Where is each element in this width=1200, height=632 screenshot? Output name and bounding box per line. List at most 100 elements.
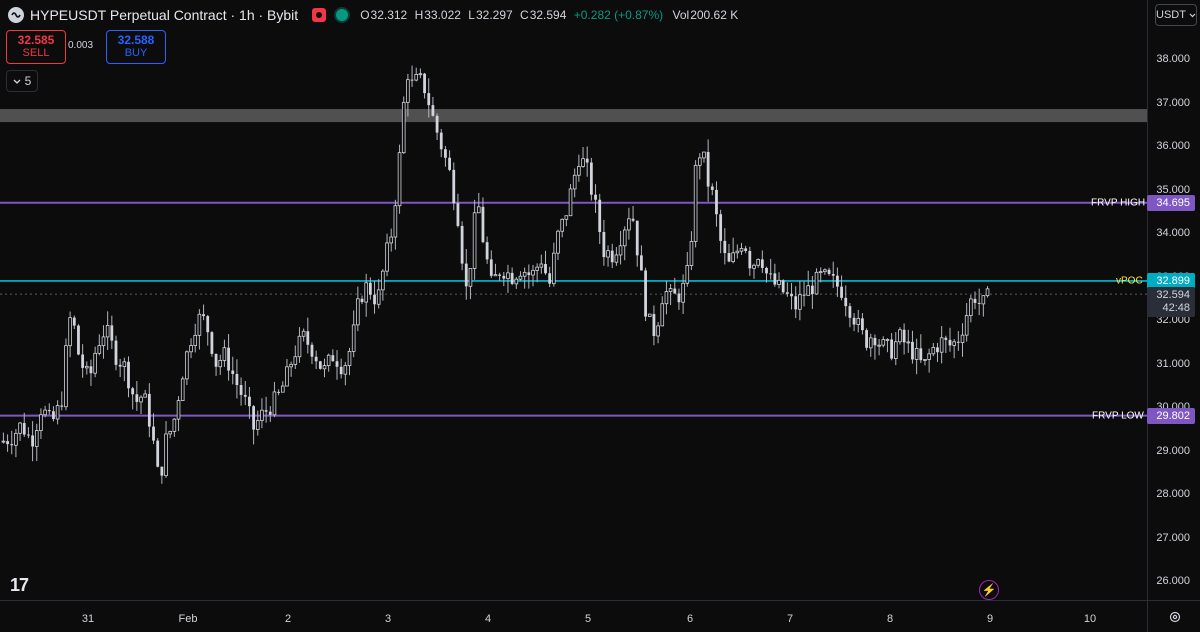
candle bbox=[939, 326, 944, 364]
chevron-down-icon bbox=[13, 74, 21, 88]
candle bbox=[27, 427, 30, 439]
candle bbox=[6, 434, 9, 452]
candle bbox=[114, 335, 118, 371]
candle bbox=[647, 313, 652, 317]
candle bbox=[235, 359, 239, 399]
candlestick-chart[interactable] bbox=[0, 0, 1147, 600]
candle bbox=[18, 421, 22, 441]
candle bbox=[176, 396, 181, 432]
candle bbox=[427, 78, 431, 118]
sell-button[interactable]: 32.585 SELL bbox=[6, 30, 66, 64]
candle bbox=[418, 68, 423, 79]
candle bbox=[827, 267, 831, 276]
candle bbox=[985, 286, 990, 298]
candle bbox=[644, 267, 647, 322]
currency-selector[interactable]: USDT bbox=[1155, 4, 1197, 26]
candle bbox=[52, 406, 55, 422]
frvp-high-label: FRVP HIGH bbox=[1091, 197, 1146, 209]
candle bbox=[715, 181, 718, 227]
price-tick: 29.000 bbox=[1156, 444, 1190, 457]
candle bbox=[231, 356, 235, 385]
candle bbox=[560, 218, 564, 238]
candle bbox=[531, 264, 535, 287]
candle bbox=[448, 150, 451, 172]
lightning-icon[interactable]: ⚡ bbox=[979, 580, 999, 600]
candle bbox=[397, 144, 402, 214]
candle bbox=[373, 280, 376, 314]
candle bbox=[306, 317, 310, 354]
candle bbox=[911, 330, 914, 364]
candle bbox=[164, 421, 168, 478]
candle bbox=[606, 245, 610, 267]
candle bbox=[702, 151, 706, 163]
chart-settings-button[interactable] bbox=[1147, 600, 1200, 632]
candle bbox=[589, 157, 593, 201]
candle bbox=[802, 281, 806, 307]
candle bbox=[180, 376, 185, 402]
candle bbox=[452, 162, 456, 211]
candle bbox=[510, 267, 514, 286]
tradingview-logo[interactable]: 17 bbox=[10, 575, 29, 595]
candle bbox=[301, 328, 306, 342]
candle bbox=[556, 229, 560, 261]
candle bbox=[818, 267, 823, 283]
candle bbox=[318, 360, 322, 370]
candle bbox=[893, 331, 898, 366]
time-tick: Feb bbox=[178, 613, 198, 625]
candle bbox=[572, 168, 577, 198]
candle bbox=[527, 264, 531, 289]
candle bbox=[277, 389, 281, 396]
candle bbox=[218, 354, 223, 375]
candle bbox=[944, 335, 948, 353]
candle bbox=[785, 282, 789, 297]
indicators-toggle-button[interactable]: 5 bbox=[6, 70, 38, 92]
candle bbox=[285, 358, 289, 387]
buy-button[interactable]: 32.588 BUY bbox=[106, 30, 166, 64]
chart-plot-area[interactable] bbox=[0, 0, 1147, 600]
resistance-zone[interactable] bbox=[0, 109, 1147, 123]
ohlc-readout: O32.312 H33.022 L32.297 C32.594 +0.282 (… bbox=[360, 8, 739, 22]
candle bbox=[627, 207, 631, 240]
candle bbox=[635, 220, 639, 267]
candle bbox=[981, 295, 986, 317]
buy-price: 32.588 bbox=[117, 33, 155, 47]
candle bbox=[460, 221, 464, 271]
candle bbox=[919, 334, 923, 363]
price-tick: 26.000 bbox=[1156, 575, 1190, 587]
candle bbox=[34, 423, 39, 462]
candle bbox=[456, 193, 460, 228]
candle bbox=[293, 345, 298, 370]
time-tick: 10 bbox=[1083, 613, 1097, 625]
candle bbox=[147, 383, 151, 438]
candle bbox=[752, 263, 756, 279]
candle bbox=[1, 432, 6, 444]
price-tick: 35.000 bbox=[1156, 183, 1190, 196]
symbol-title[interactable]: HYPEUSDT Perpetual Contract · 1h · Bybit bbox=[30, 7, 299, 23]
candle bbox=[610, 243, 614, 269]
candle bbox=[973, 291, 977, 310]
candle bbox=[923, 359, 927, 366]
candle bbox=[43, 405, 47, 418]
candle bbox=[55, 400, 60, 425]
candle bbox=[848, 303, 852, 328]
candle bbox=[773, 263, 777, 287]
gear-icon bbox=[1169, 611, 1180, 622]
candle bbox=[544, 250, 547, 275]
candle bbox=[131, 386, 135, 410]
candle bbox=[331, 349, 335, 362]
candle bbox=[60, 391, 64, 411]
candle bbox=[335, 350, 339, 380]
candle bbox=[823, 268, 827, 275]
candle bbox=[781, 279, 785, 295]
candle bbox=[931, 342, 936, 357]
bar-countdown: 42:48 bbox=[1162, 302, 1190, 315]
candle bbox=[393, 199, 398, 250]
candle bbox=[105, 311, 110, 351]
time-axis[interactable]: 31 Feb 2 3 4 5 6 7 8 9 10 bbox=[0, 600, 1147, 632]
candle bbox=[631, 205, 635, 223]
price-tick: 34.000 bbox=[1156, 227, 1190, 239]
candle bbox=[81, 344, 85, 378]
candle bbox=[668, 283, 673, 306]
last-price: 32.594 bbox=[1156, 289, 1190, 302]
sell-label: SELL bbox=[22, 47, 50, 59]
